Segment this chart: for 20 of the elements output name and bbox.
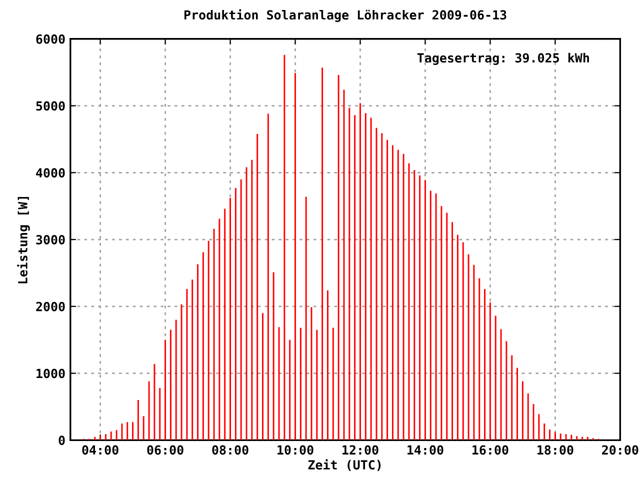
y-tick-label: 0 — [58, 436, 65, 446]
x-axis-title: Zeit (UTC) — [308, 459, 381, 472]
x-tick-label: 08:00 — [212, 445, 248, 455]
y-tick-label: 2000 — [36, 302, 65, 312]
x-tick-label: 12:00 — [342, 445, 378, 455]
y-tick-label: 4000 — [36, 168, 65, 178]
x-tick-label: 14:00 — [408, 445, 444, 455]
x-tick-label: 20:00 — [602, 445, 638, 455]
x-tick-label: 04:00 — [82, 445, 118, 455]
y-tick-label: 6000 — [36, 34, 65, 44]
y-tick-label: 3000 — [36, 234, 65, 244]
y-tick-label: 5000 — [36, 101, 65, 111]
x-tick-label: 18:00 — [538, 445, 574, 455]
chart-title: Produktion Solaranlage Löhracker 2009-06-13 — [184, 9, 506, 22]
annotation: Tagesertrag: 39.025 kWh — [417, 52, 589, 66]
x-tick-label: 06:00 — [147, 445, 184, 455]
y-axis-title: Leistung [W] — [17, 196, 30, 284]
y-tick-label: 1000 — [36, 368, 65, 378]
x-tick-label: 10:00 — [278, 445, 314, 455]
x-tick-label: 16:00 — [472, 445, 508, 455]
